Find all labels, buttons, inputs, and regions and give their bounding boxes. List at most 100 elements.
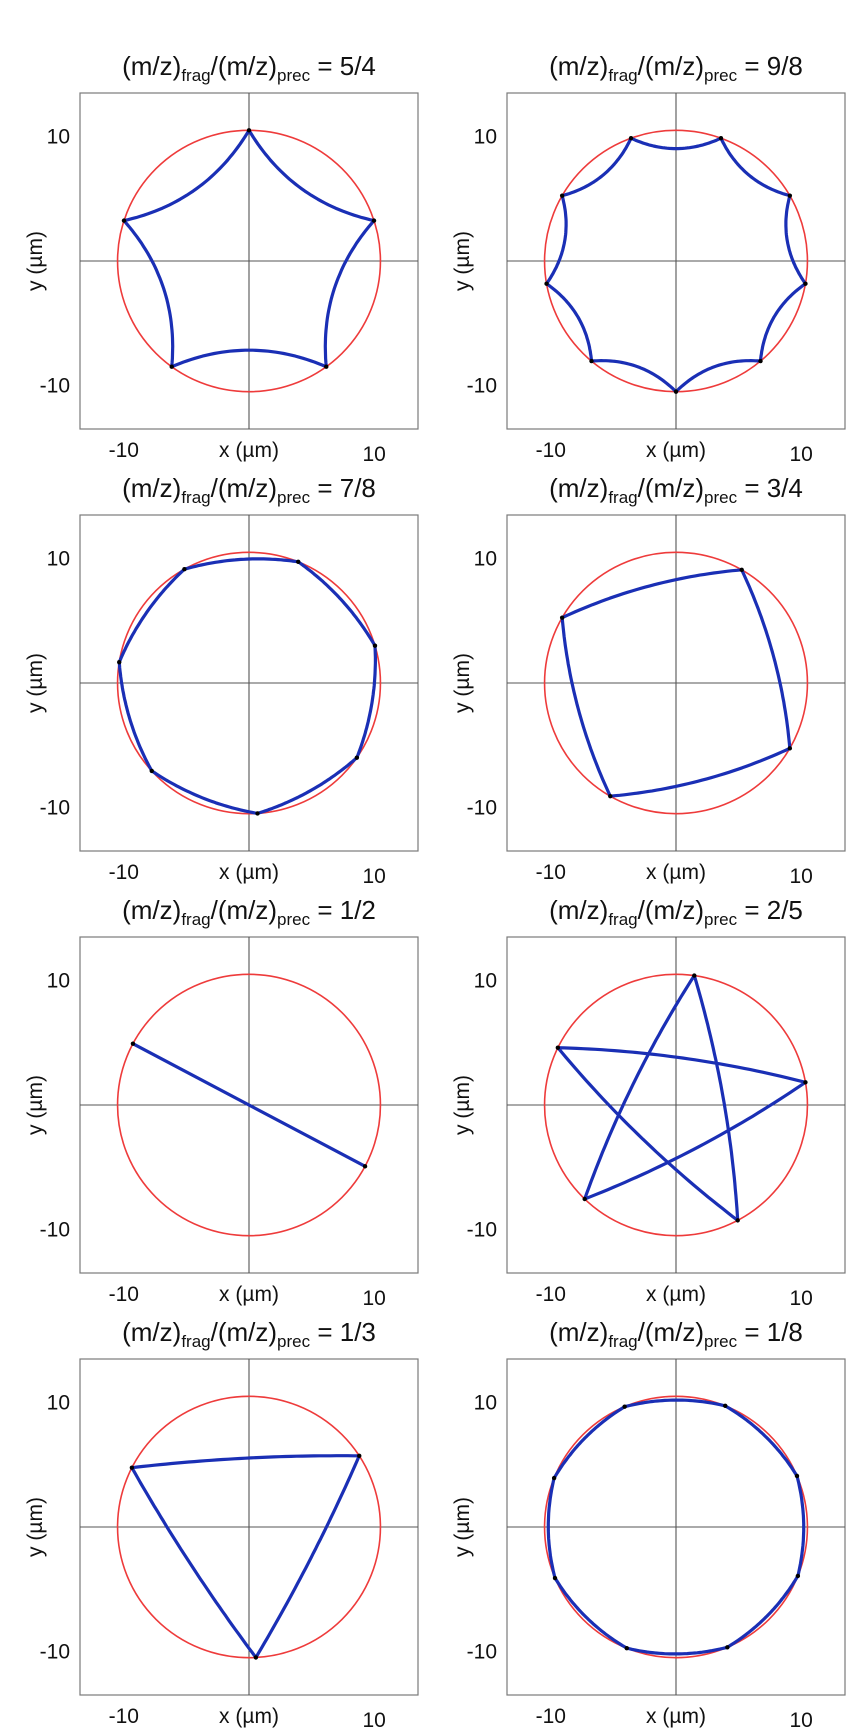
y-axis-label: y (µm) [451, 1497, 474, 1557]
x-tick-label-10: 10 [363, 865, 386, 888]
trajectory-vertex-3 [559, 193, 565, 198]
chart-title: (m/z)frag/(m/z)prec = 9/8 [549, 51, 803, 85]
trajectory-vertex-2 [559, 615, 565, 620]
trajectory-vertex-5 [803, 1080, 808, 1085]
x-tick-label-10: 10 [790, 1709, 813, 1731]
title-suffix: = 7/8 [310, 473, 376, 503]
title-subscript-frag: frag [181, 488, 210, 507]
reference-circle [116, 973, 382, 1237]
x-axis-label: x (µm) [646, 861, 706, 884]
trajectory-vertex-1 [718, 136, 724, 141]
x-tick-label-minus-10: -10 [536, 439, 566, 462]
y-axis-label: y (µm) [24, 231, 47, 291]
title-mid: /(m/z) [211, 895, 277, 925]
title-mid: /(m/z) [211, 1317, 277, 1347]
y-axis-label: y (µm) [24, 1497, 47, 1557]
trajectory-vertex-2 [246, 128, 252, 133]
y-axis-label: y (µm) [24, 653, 47, 713]
title-mid: /(m/z) [638, 1317, 704, 1347]
plot-area [116, 128, 382, 393]
chart-panel-7: (m/z)frag/(m/z)prec = 1/3 10 -10 -10 10 x (µm… [24, 1317, 419, 1731]
chart-title: (m/z)frag/(m/z)prec = 1/3 [122, 1317, 376, 1351]
title-prefix: (m/z) [549, 895, 608, 925]
trajectory-vertex-1 [296, 559, 301, 565]
title-prefix: (m/z) [122, 51, 181, 81]
ion-trajectory [132, 1042, 366, 1168]
x-axis-label: x (µm) [219, 439, 279, 462]
trajectory-vertex-6 [354, 755, 360, 760]
reference-circle [543, 551, 809, 815]
chart-title: (m/z)frag/(m/z)prec = 1/2 [122, 895, 376, 929]
trajectory-vertex-5 [324, 364, 329, 369]
title-mid: /(m/z) [638, 473, 704, 503]
title-prefix: (m/z) [122, 895, 181, 925]
x-axis-label: x (µm) [219, 1705, 279, 1728]
trajectory-vertex-3 [551, 1475, 557, 1481]
trajectory-vertex-7 [758, 358, 763, 364]
title-subscript-frag: frag [608, 488, 637, 507]
chart-panel-8: (m/z)frag/(m/z)prec = 1/8 10 -10 -10 10 x (µm… [451, 1317, 846, 1731]
y-tick-label-10: 10 [47, 1392, 70, 1415]
plot-area [116, 973, 382, 1237]
title-subscript-prec: prec [704, 488, 738, 507]
trajectory-vertex-2 [555, 1045, 561, 1050]
trajectory-vertex-7 [795, 1573, 801, 1579]
y-tick-label-minus-10: -10 [40, 796, 70, 819]
plot-area [543, 129, 809, 394]
x-tick-label-minus-10: -10 [536, 1283, 566, 1306]
reference-circle [543, 1395, 809, 1659]
trajectory-vertex-6 [725, 1645, 730, 1650]
trajectory-vertex-1 [723, 1403, 728, 1409]
plot-area [116, 551, 382, 816]
trajectory-vertex-1 [371, 218, 377, 223]
title-suffix: = 3/4 [737, 473, 803, 503]
title-subscript-prec: prec [277, 66, 311, 85]
title-mid: /(m/z) [211, 51, 277, 81]
y-tick-label-minus-10: -10 [467, 374, 497, 397]
plot-area [116, 1395, 382, 1660]
y-tick-label-minus-10: -10 [467, 796, 497, 819]
trajectory-vertex-8 [803, 281, 808, 286]
title-suffix: = 5/4 [310, 51, 376, 81]
trajectory-vertex-3 [253, 1655, 259, 1660]
title-suffix: = 2/5 [737, 895, 803, 925]
y-tick-label-minus-10: -10 [40, 1218, 70, 1241]
trajectory-vertex-5 [624, 1645, 629, 1651]
title-subscript-frag: frag [608, 1332, 637, 1351]
trajectory-vertex-3 [117, 660, 122, 665]
trajectory-vertex-2 [362, 1164, 368, 1169]
chart-title: (m/z)frag/(m/z)prec = 5/4 [122, 51, 376, 85]
x-tick-label-minus-10: -10 [536, 1705, 566, 1728]
title-subscript-prec: prec [277, 910, 311, 929]
trajectory-vertex-7 [372, 643, 378, 648]
ion-trajectory [122, 128, 376, 369]
x-axis-label: x (µm) [646, 439, 706, 462]
trajectory-vertex-2 [628, 136, 634, 141]
title-prefix: (m/z) [549, 1317, 608, 1347]
y-tick-label-10: 10 [47, 126, 70, 149]
chart-panel-6: (m/z)frag/(m/z)prec = 2/5 10 -10 -10 10 x (µm… [451, 895, 846, 1310]
y-axis-label: y (µm) [451, 231, 474, 291]
title-subscript-prec: prec [277, 488, 311, 507]
trajectory-vertex-4 [735, 1218, 740, 1223]
x-tick-label-10: 10 [790, 443, 813, 466]
title-subscript-frag: frag [181, 1332, 210, 1351]
y-tick-label-10: 10 [474, 548, 497, 571]
chart-title: (m/z)frag/(m/z)prec = 7/8 [122, 473, 376, 507]
chart-panel-1: (m/z)frag/(m/z)prec = 5/4 10 -10 -10 10 x (µm… [24, 51, 419, 466]
ion-trajectory [117, 557, 377, 815]
trajectory-vertex-2 [129, 1465, 135, 1470]
title-subscript-frag: frag [181, 910, 210, 929]
plot-area [543, 551, 809, 815]
trajectory-vertex-4 [149, 768, 154, 774]
trajectory-vertex-9 [787, 193, 793, 198]
chart-title: (m/z)frag/(m/z)prec = 2/5 [549, 895, 803, 929]
y-tick-label-minus-10: -10 [40, 374, 70, 397]
title-subscript-frag: frag [608, 66, 637, 85]
y-tick-label-10: 10 [474, 1392, 497, 1415]
x-axis-label: x (µm) [646, 1283, 706, 1306]
title-prefix: (m/z) [122, 1317, 181, 1347]
trajectory-vertex-1 [692, 973, 697, 978]
title-subscript-prec: prec [704, 1332, 738, 1351]
title-suffix: = 1/2 [310, 895, 376, 925]
